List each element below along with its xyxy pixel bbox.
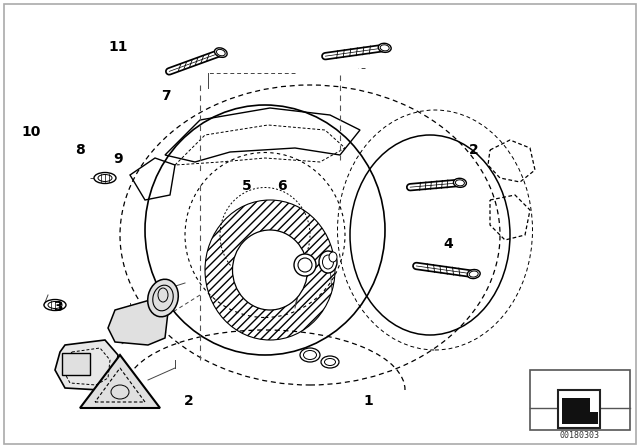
- Polygon shape: [108, 300, 168, 345]
- Text: 2: 2: [184, 394, 194, 408]
- Text: 5: 5: [241, 179, 252, 193]
- Ellipse shape: [329, 252, 337, 262]
- FancyBboxPatch shape: [62, 353, 90, 375]
- Polygon shape: [562, 398, 598, 424]
- Ellipse shape: [48, 302, 62, 309]
- Ellipse shape: [298, 258, 312, 272]
- Text: 3: 3: [52, 300, 63, 314]
- Text: 00180303: 00180303: [560, 431, 600, 439]
- Text: 11: 11: [109, 40, 128, 54]
- Text: 8: 8: [75, 143, 85, 157]
- Ellipse shape: [378, 43, 391, 52]
- Ellipse shape: [44, 300, 66, 310]
- Text: 4: 4: [443, 237, 453, 251]
- Text: 7: 7: [161, 89, 172, 103]
- FancyBboxPatch shape: [558, 390, 600, 428]
- Polygon shape: [55, 340, 118, 390]
- Text: 9: 9: [113, 152, 124, 166]
- Ellipse shape: [148, 279, 179, 317]
- Ellipse shape: [216, 49, 225, 56]
- Ellipse shape: [294, 254, 316, 276]
- Ellipse shape: [214, 48, 227, 57]
- Ellipse shape: [319, 251, 337, 273]
- Ellipse shape: [94, 172, 116, 184]
- Text: 2: 2: [468, 143, 479, 157]
- Bar: [530, 370, 630, 430]
- Ellipse shape: [323, 255, 333, 269]
- Ellipse shape: [456, 180, 465, 186]
- Text: 10: 10: [21, 125, 40, 139]
- Text: 1: 1: [363, 394, 373, 408]
- Ellipse shape: [453, 178, 467, 187]
- Ellipse shape: [380, 45, 389, 51]
- Ellipse shape: [300, 348, 320, 362]
- Polygon shape: [80, 355, 160, 408]
- Ellipse shape: [98, 175, 112, 181]
- Text: 6: 6: [276, 179, 287, 193]
- Ellipse shape: [467, 270, 480, 279]
- Ellipse shape: [321, 356, 339, 368]
- Ellipse shape: [324, 358, 335, 366]
- Ellipse shape: [469, 271, 478, 277]
- Ellipse shape: [303, 350, 317, 359]
- Ellipse shape: [232, 230, 307, 310]
